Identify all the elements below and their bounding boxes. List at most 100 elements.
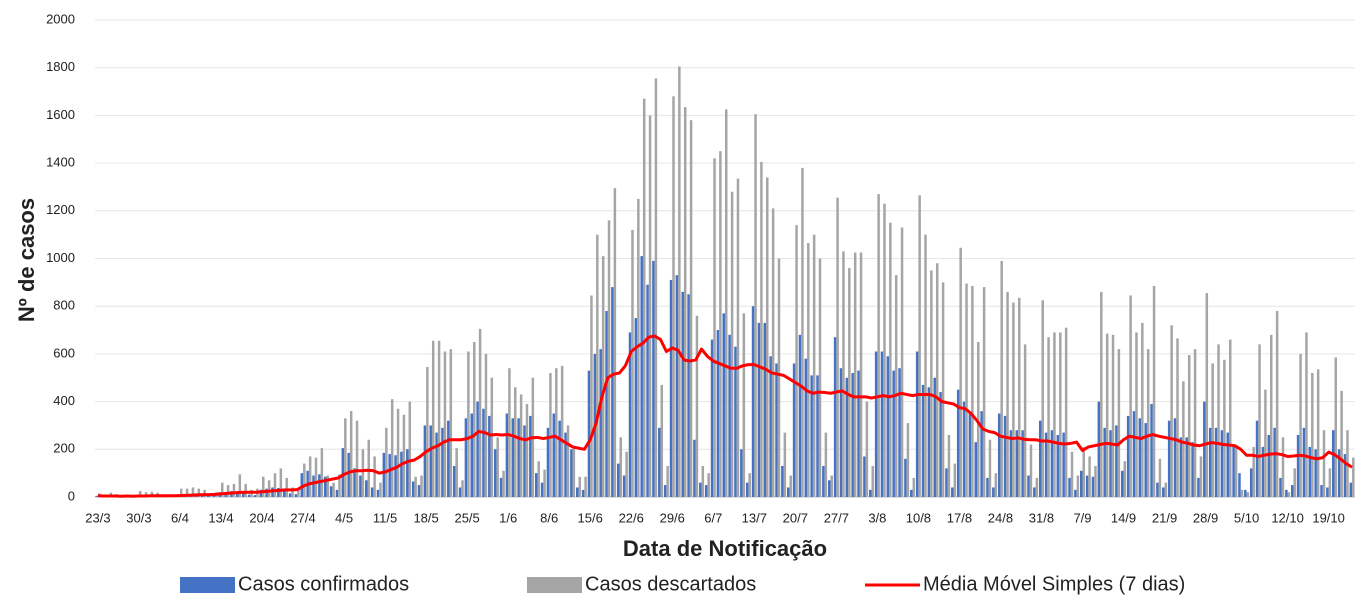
bar xyxy=(818,258,822,497)
bar xyxy=(631,229,634,497)
bar xyxy=(408,401,412,497)
bar xyxy=(689,120,693,498)
bar xyxy=(488,415,491,497)
bar xyxy=(1264,389,1267,497)
moving-average-line xyxy=(97,334,1353,498)
bar xyxy=(1126,415,1130,497)
bar xyxy=(417,485,421,497)
bar xyxy=(617,463,620,497)
bar xyxy=(1217,344,1220,497)
bar xyxy=(467,351,470,497)
bar xyxy=(977,341,980,497)
x-tick-label: 11/5 xyxy=(373,510,397,525)
bar xyxy=(830,475,833,497)
y-tick-label: 800 xyxy=(53,298,75,313)
bar xyxy=(1226,432,1229,497)
bar xyxy=(552,413,556,497)
bar xyxy=(1029,444,1033,497)
bar xyxy=(496,437,499,497)
bar xyxy=(1123,461,1127,497)
bar xyxy=(1349,482,1353,497)
bar xyxy=(725,109,728,497)
bar xyxy=(1076,475,1080,497)
x-tick-label: 10/8 xyxy=(906,510,931,525)
bar xyxy=(288,493,292,497)
bar xyxy=(1170,325,1173,497)
bar xyxy=(484,353,488,497)
bar xyxy=(1070,451,1074,497)
bar xyxy=(1064,327,1068,497)
bar xyxy=(904,458,907,497)
bar xyxy=(1146,349,1150,497)
bar xyxy=(962,401,966,497)
x-tick-label: 18/5 xyxy=(413,510,438,525)
bar xyxy=(807,242,810,497)
bar xyxy=(232,483,236,497)
x-tick-label: 8/6 xyxy=(540,510,558,525)
y-tick-label: 1200 xyxy=(46,202,75,217)
bar xyxy=(523,425,526,497)
bar xyxy=(323,476,327,497)
legend-swatch xyxy=(527,577,582,593)
bar xyxy=(748,473,751,497)
bar xyxy=(1328,468,1332,497)
bar xyxy=(1164,482,1168,497)
y-tick-label: 200 xyxy=(53,441,75,456)
bar xyxy=(939,392,942,497)
bar xyxy=(1352,457,1355,497)
bar xyxy=(191,487,195,497)
bar xyxy=(877,194,880,498)
bar xyxy=(1322,430,1326,497)
bar xyxy=(842,251,845,497)
bar xyxy=(540,482,544,497)
bar xyxy=(1091,476,1095,497)
bar xyxy=(663,485,667,497)
bar xyxy=(1082,446,1085,497)
bar xyxy=(279,468,283,497)
bar xyxy=(889,222,892,497)
bar xyxy=(824,432,828,497)
bar xyxy=(1220,430,1224,497)
bar xyxy=(707,473,710,497)
bar xyxy=(1056,434,1060,497)
bar xyxy=(953,463,957,497)
bar xyxy=(851,372,854,497)
bar xyxy=(400,451,403,497)
bar xyxy=(710,339,714,497)
bar xyxy=(587,370,591,497)
bar xyxy=(1135,332,1138,497)
bar xyxy=(390,399,394,497)
bar xyxy=(857,370,860,497)
bar xyxy=(499,477,503,497)
bar xyxy=(570,449,573,497)
bar xyxy=(666,465,669,497)
bar xyxy=(1144,423,1147,497)
bar xyxy=(693,439,696,497)
bar xyxy=(783,432,787,497)
bar xyxy=(751,306,755,497)
bar xyxy=(1279,477,1282,497)
bar xyxy=(1182,381,1185,497)
bar xyxy=(833,337,837,497)
bar xyxy=(652,260,655,497)
bar xyxy=(1249,468,1253,497)
bar xyxy=(511,418,515,497)
bar xyxy=(716,330,720,497)
bar xyxy=(695,315,699,497)
bar xyxy=(1088,456,1091,497)
bar xyxy=(1240,489,1244,497)
bar xyxy=(863,456,866,497)
bar xyxy=(385,427,388,497)
bar xyxy=(437,340,441,497)
bar xyxy=(1121,470,1124,497)
bar xyxy=(607,220,611,497)
bar xyxy=(1141,322,1144,497)
bar xyxy=(921,384,925,497)
bar xyxy=(423,425,427,497)
bar xyxy=(1314,449,1317,497)
bar xyxy=(464,418,468,497)
bar xyxy=(197,488,201,497)
bar xyxy=(1326,487,1329,497)
bar xyxy=(414,476,417,497)
bar xyxy=(95,495,98,497)
